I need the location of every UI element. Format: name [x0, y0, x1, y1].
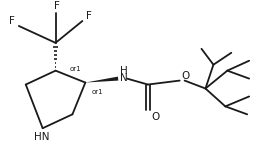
Text: O: O: [181, 71, 190, 81]
Text: O: O: [152, 112, 160, 122]
Text: or1: or1: [91, 89, 103, 96]
Text: H: H: [120, 66, 128, 76]
Text: F: F: [9, 16, 15, 26]
Text: or1: or1: [69, 66, 81, 72]
Text: F: F: [86, 11, 92, 21]
Text: HN: HN: [34, 132, 49, 142]
Text: N: N: [120, 73, 128, 83]
Text: F: F: [54, 1, 60, 11]
Polygon shape: [85, 77, 118, 83]
